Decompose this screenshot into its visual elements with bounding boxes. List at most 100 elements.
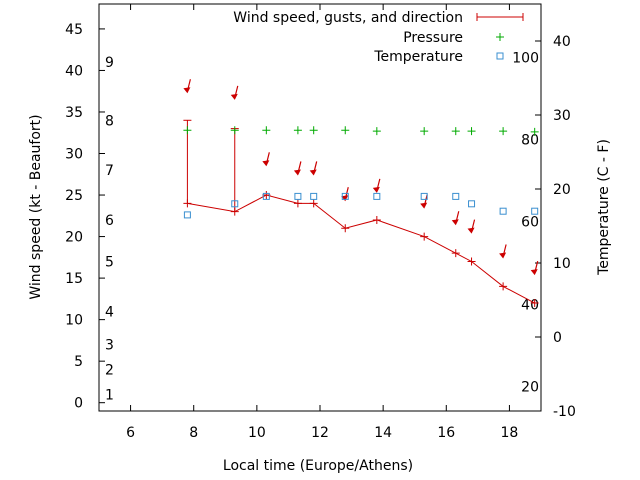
y-left-tick-label: 45 — [65, 22, 83, 38]
wind-direction-arrowhead — [293, 169, 301, 176]
pressure-point — [372, 127, 381, 136]
wind-direction-arrowhead — [499, 252, 507, 259]
y-right-tick-label: 40 — [553, 34, 571, 50]
x-axis-label: Local time (Europe/Athens) — [223, 458, 413, 474]
x-tick-label: 8 — [189, 425, 198, 441]
y-left-tick-label: 15 — [65, 271, 83, 287]
x-tick-label: 16 — [437, 425, 455, 441]
wind-speed-point — [451, 249, 460, 258]
wind-direction-arrowhead — [230, 93, 238, 100]
fahrenheit-label: 100 — [512, 50, 539, 66]
wind-speed-line — [187, 194, 535, 304]
wind-speed-point — [530, 299, 539, 308]
x-tick-label: 10 — [248, 425, 266, 441]
plot-border — [98, 3, 542, 412]
wind-speed-point — [309, 199, 318, 208]
plot-frame — [98, 3, 542, 412]
y-left-tick-label: 20 — [65, 230, 83, 246]
beaufort-label: 2 — [105, 362, 114, 378]
pressure-point — [420, 127, 429, 136]
y-right-tick-label: -10 — [553, 404, 576, 420]
pressure-point — [451, 127, 460, 136]
y-right-tick-label: 10 — [553, 256, 571, 272]
temperature-point — [373, 192, 381, 200]
wind-direction-arrowhead — [309, 169, 317, 176]
y-axis-right: -10 0 10 20 30 40 — [535, 34, 576, 420]
beaufort-scale: 1 2 3 4 5 6 7 8 9 — [105, 55, 114, 403]
temperature-point — [231, 200, 239, 208]
y-left-tick-label: 30 — [65, 147, 83, 163]
x-tick-label: 12 — [311, 425, 329, 441]
y-left-tick-label: 10 — [65, 313, 83, 329]
pressure-point — [530, 127, 539, 136]
y-left-tick-label: 5 — [74, 354, 83, 370]
wind-direction-arrowhead — [451, 219, 459, 226]
beaufort-label: 3 — [105, 338, 114, 354]
temperature-point — [310, 192, 318, 200]
beaufort-label: 8 — [105, 113, 114, 129]
temperature-point — [420, 192, 428, 200]
legend-label: Wind speed, gusts, and direction — [233, 10, 463, 26]
temperature-point — [499, 207, 507, 215]
legend-temperature-swatch — [496, 52, 504, 60]
x-axis: 6 8 10 12 14 16 18 — [126, 4, 518, 441]
pressure-point — [262, 126, 271, 135]
temperature-point — [341, 192, 349, 200]
y-axis-right-label: Temperature (C - F) — [596, 139, 612, 276]
temperature-point — [183, 211, 191, 219]
temperature-point — [452, 192, 460, 200]
beaufort-label: 4 — [105, 304, 114, 320]
pressure-point — [341, 126, 350, 135]
fahrenheit-label: 40 — [521, 297, 539, 313]
temperature-point — [468, 200, 476, 208]
temperature-point — [262, 192, 270, 200]
legend: Wind speed, gusts, and direction Pressure… — [233, 10, 524, 65]
beaufort-label: 6 — [105, 213, 114, 229]
wind-direction-arrowhead — [530, 269, 538, 276]
wind-direction-arrowhead — [183, 87, 191, 94]
beaufort-label: 5 — [105, 254, 114, 270]
wind-speed-point — [499, 282, 508, 291]
x-tick-label: 6 — [126, 425, 135, 441]
y-left-tick-label: 0 — [74, 396, 83, 412]
fahrenheit-label: 60 — [521, 215, 539, 231]
wind-direction-arrowhead — [420, 202, 428, 209]
wind-speed-point — [293, 199, 302, 208]
beaufort-label: 9 — [105, 55, 114, 71]
pressure-point — [183, 126, 192, 135]
y-left-tick-label: 35 — [65, 105, 83, 121]
pressure-point — [309, 126, 318, 135]
beaufort-label: 1 — [105, 387, 114, 403]
pressure-point — [499, 127, 508, 136]
fahrenheit-label: 20 — [521, 380, 539, 396]
wind-speed-point — [420, 232, 429, 241]
wind-direction-arrowhead — [467, 227, 475, 234]
wind-speed-point — [372, 215, 381, 224]
wind-speed-point — [341, 224, 350, 233]
pressure-point — [467, 127, 476, 136]
y-axis-left-label: Wind speed (kt - Beaufort) — [28, 114, 44, 299]
x-tick-label: 14 — [374, 425, 392, 441]
temperature-point — [294, 192, 302, 200]
y-right-tick-label: 30 — [553, 108, 571, 124]
pressure-point — [230, 126, 239, 135]
fahrenheit-scale: 20 40 60 80 100 — [512, 50, 539, 395]
y-right-tick-label: 0 — [553, 330, 562, 346]
y-left-tick-label: 40 — [65, 63, 83, 79]
pressure-point — [293, 126, 302, 135]
legend-pressure-swatch — [496, 33, 504, 41]
y-left-tick-label: 25 — [65, 188, 83, 204]
y-axis-left: 0 5 10 15 20 25 30 35 40 45 — [65, 22, 105, 412]
legend-label: Pressure — [403, 30, 463, 46]
y-right-tick-label: 20 — [553, 182, 571, 198]
legend-label: Temperature — [373, 49, 463, 65]
series-layer — [183, 79, 539, 308]
wind-direction-arrowhead — [262, 160, 270, 167]
beaufort-label: 7 — [105, 163, 114, 179]
fahrenheit-label: 80 — [521, 132, 539, 148]
temperature-point — [531, 207, 539, 215]
wind-direction-arrowhead — [341, 195, 349, 202]
wind-speed-point — [467, 257, 476, 266]
x-tick-label: 18 — [501, 425, 519, 441]
